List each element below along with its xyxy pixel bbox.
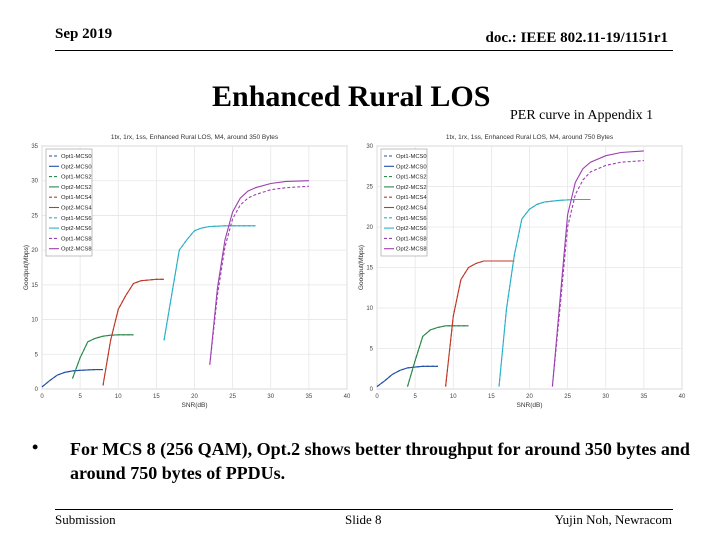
x-tick-label: 10 <box>450 394 457 400</box>
legend-entry: Opt1-MCS8 <box>396 236 427 242</box>
y-axis-label: Goodput(Mbps) <box>358 245 365 290</box>
series-line-opt2-mcs6 <box>163 225 256 341</box>
series-line-opt2-mcs8 <box>551 150 644 387</box>
legend-entry: Opt2-MCS2 <box>61 185 92 191</box>
legend-entry: Opt2-MCS2 <box>396 185 427 191</box>
y-tick-label: 25 <box>31 213 38 219</box>
x-axis-label: SNR(dB) <box>181 402 207 409</box>
y-tick-label: 5 <box>370 347 374 353</box>
legend-entry: Opt2-MCS0 <box>396 164 427 170</box>
x-tick-label: 35 <box>306 394 313 400</box>
series-line-opt2-mcs6 <box>498 198 591 387</box>
series-line-opt2-mcs4 <box>102 278 164 386</box>
series-line-opt1-mcs8 <box>209 185 309 365</box>
x-tick-label: 0 <box>40 394 44 400</box>
y-tick-label: 10 <box>31 318 38 324</box>
chart-left-svg: 1tx, 1rx, 1ss, Enhanced Rural LOS, M4, a… <box>23 134 351 409</box>
legend-entry: Opt1-MCS2 <box>396 175 427 181</box>
slide-title: Enhanced Rural LOS <box>212 80 491 113</box>
x-tick-label: 30 <box>602 394 609 400</box>
legend-entry: Opt1-MCS0 <box>61 154 92 160</box>
footer-divider <box>55 509 673 510</box>
x-tick-label: 40 <box>344 394 351 400</box>
chart-left: 1tx, 1rx, 1ss, Enhanced Rural LOS, M4, a… <box>20 128 355 415</box>
legend-entry: Opt1-MCS8 <box>61 236 92 242</box>
y-tick-label: 0 <box>370 387 374 393</box>
legend-entry: Opt1-MCS2 <box>61 175 92 181</box>
y-axis-label: Goodput(Mbps) <box>23 245 30 290</box>
legend-entry: Opt2-MCS8 <box>61 247 92 253</box>
series-line-opt1-mcs8 <box>551 160 644 387</box>
chart-right-svg: 1tx, 1rx, 1ss, Enhanced Rural LOS, M4, a… <box>358 134 686 409</box>
x-tick-label: 20 <box>526 394 533 400</box>
x-tick-label: 40 <box>679 394 686 400</box>
footer-author: Yujin Noh, Newracom <box>554 512 672 527</box>
series-line-opt2-mcs2 <box>406 325 469 387</box>
legend-entry: Opt2-MCS4 <box>61 206 92 212</box>
y-tick-label: 30 <box>31 179 38 185</box>
x-tick-label: 0 <box>375 394 379 400</box>
y-tick-label: 5 <box>35 352 39 358</box>
y-tick-label: 15 <box>31 283 38 289</box>
x-tick-label: 30 <box>267 394 274 400</box>
x-tick-label: 25 <box>564 394 571 400</box>
legend-entry: Opt2-MCS6 <box>396 226 427 232</box>
legend-entry: Opt2-MCS8 <box>396 247 427 253</box>
x-tick-label: 35 <box>641 394 648 400</box>
x-tick-label: 15 <box>153 394 160 400</box>
legend-entry: Opt1-MCS0 <box>396 154 427 160</box>
bullet-symbol: • <box>32 437 39 457</box>
x-tick-label: 20 <box>191 394 198 400</box>
y-tick-label: 35 <box>31 144 38 150</box>
series-line-opt2-mcs4 <box>445 260 515 387</box>
y-tick-label: 25 <box>366 185 373 191</box>
header-divider <box>55 50 673 51</box>
legend-entry: Opt2-MCS4 <box>396 206 427 212</box>
x-tick-label: 10 <box>115 394 122 400</box>
chart-title: 1tx, 1rx, 1ss, Enhanced Rural LOS, M4, a… <box>446 134 614 141</box>
legend-entry: Opt2-MCS6 <box>61 226 92 232</box>
y-tick-label: 20 <box>31 248 38 254</box>
x-tick-label: 5 <box>413 394 417 400</box>
bullet-text: For MCS 8 (256 QAM), Opt.2 shows better … <box>70 439 690 483</box>
x-axis-label: SNR(dB) <box>516 402 542 409</box>
x-tick-label: 5 <box>78 394 82 400</box>
series-line-opt2-mcs2 <box>71 334 134 379</box>
x-tick-label: 25 <box>229 394 236 400</box>
x-tick-label: 15 <box>488 394 495 400</box>
legend-entry: Opt1-MCS4 <box>396 195 427 201</box>
legend-entry: Opt1-MCS6 <box>61 216 92 222</box>
legend-entry: Opt1-MCS6 <box>396 216 427 222</box>
header-date: Sep 2019 <box>55 26 113 42</box>
series-line-opt2-mcs0 <box>376 365 438 388</box>
footer-submission: Submission <box>55 512 116 527</box>
series-line-opt2-mcs8 <box>209 180 309 365</box>
y-tick-label: 10 <box>366 306 373 312</box>
footer-slide-number: Slide 8 <box>345 512 382 527</box>
series-line-opt2-mcs0 <box>41 369 103 388</box>
y-tick-label: 20 <box>366 225 373 231</box>
legend-entry: Opt2-MCS0 <box>61 164 92 170</box>
chart-title: 1tx, 1rx, 1ss, Enhanced Rural LOS, M4, a… <box>111 134 279 141</box>
chart-right: 1tx, 1rx, 1ss, Enhanced Rural LOS, M4, a… <box>355 128 690 415</box>
header-doc-id: doc.: IEEE 802.11-19/1151r1 <box>485 30 668 46</box>
y-tick-label: 30 <box>366 144 373 150</box>
legend-entry: Opt1-MCS4 <box>61 195 92 201</box>
slide-subtitle: PER curve in Appendix 1 <box>510 108 654 123</box>
y-tick-label: 0 <box>35 387 39 393</box>
y-tick-label: 15 <box>366 266 373 272</box>
